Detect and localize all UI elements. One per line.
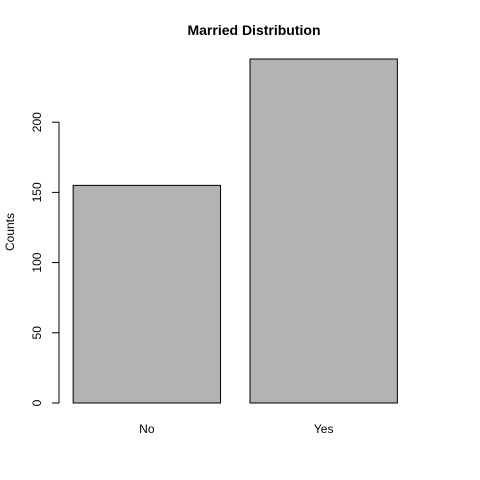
y-axis: 0 50 100 150 200 (30, 112, 60, 406)
bar-yes (249, 58, 398, 404)
y-tick-label-200: 200 (30, 112, 44, 132)
bar-no (72, 184, 222, 404)
y-axis-label: Counts (3, 213, 17, 251)
y-tick-label-150: 150 (30, 182, 44, 202)
chart-title: Married Distribution (187, 22, 320, 38)
x-axis-labels: No Yes (139, 422, 333, 436)
x-tick-label-no: No (139, 422, 155, 436)
bars-group (72, 58, 398, 404)
y-tick-label-50: 50 (30, 326, 44, 340)
x-tick-label-yes: Yes (314, 422, 334, 436)
y-tick-label-100: 100 (30, 252, 44, 272)
y-tick-label-0: 0 (30, 399, 44, 406)
